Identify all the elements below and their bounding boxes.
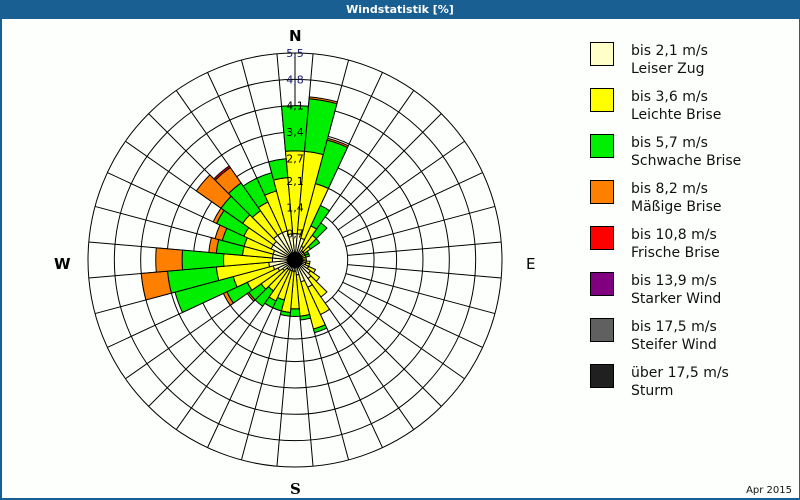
svg-text:2,1: 2,1 (286, 175, 304, 188)
frame-border-left (0, 19, 2, 500)
compass-west-label: W (54, 255, 71, 273)
legend-range: bis 5,7 m/s (631, 135, 708, 151)
legend-category: Frische Brise (631, 245, 720, 261)
legend-range: bis 2,1 m/s (631, 43, 708, 59)
svg-text:1,4: 1,4 (286, 201, 304, 214)
legend-category: Starker Wind (631, 291, 722, 307)
legend-category: Schwache Brise (631, 153, 742, 169)
legend-swatch (590, 318, 614, 342)
compass-south-label: S (290, 480, 301, 498)
date-label: Apr 2015 (746, 485, 792, 496)
legend-label: bis 3,6 m/s Leichte Brise (631, 88, 721, 124)
frame-border-bottom (0, 498, 800, 500)
legend-label: bis 2,1 m/s Leiser Zug (631, 42, 708, 78)
legend-swatch (590, 134, 614, 158)
legend-label: bis 10,8 m/s Frische Brise (631, 226, 720, 262)
legend-category: Steifer Wind (631, 337, 717, 353)
legend-swatch (590, 364, 614, 388)
legend-category: Leichte Brise (631, 107, 722, 123)
legend-range: bis 3,6 m/s (631, 89, 708, 105)
legend-swatch (590, 88, 614, 112)
legend-category: Leiser Zug (631, 61, 705, 77)
compass-north-label: N (289, 27, 302, 45)
legend-swatch (590, 42, 614, 66)
legend-range: bis 10,8 m/s (631, 227, 717, 243)
radial-tick-labels: 0,7 1,4 2,1 2,7 3,4 4,1 4,8 5,5 (286, 47, 304, 241)
legend-label: bis 17,5 m/s Steifer Wind (631, 318, 717, 354)
legend-label: bis 8,2 m/s Mäßige Brise (631, 180, 721, 216)
wind-sectors (140, 96, 349, 334)
legend-range: bis 8,2 m/s (631, 181, 708, 197)
svg-text:4,1: 4,1 (286, 100, 304, 113)
legend-label: bis 5,7 m/s Schwache Brise (631, 134, 741, 170)
window-title: Windstatistik [%] (0, 0, 800, 19)
legend-category: Sturm (631, 383, 674, 399)
legend-category: Mäßige Brise (631, 199, 722, 215)
svg-text:3,4: 3,4 (286, 126, 304, 139)
legend-swatch (590, 180, 614, 204)
compass-east-label: E (526, 255, 536, 273)
svg-text:2,7: 2,7 (286, 152, 304, 165)
svg-text:4,8: 4,8 (286, 73, 304, 86)
legend-range: über 17,5 m/s (631, 365, 729, 381)
svg-text:0,7: 0,7 (286, 228, 304, 241)
legend-swatch (590, 272, 614, 296)
legend-swatch (590, 226, 614, 250)
center-hub (287, 252, 303, 268)
legend-range: bis 17,5 m/s (631, 319, 717, 335)
legend-label: über 17,5 m/s Sturm (631, 364, 729, 400)
svg-text:5,5: 5,5 (286, 47, 304, 60)
legend-range: bis 13,9 m/s (631, 273, 717, 289)
legend-label: bis 13,9 m/s Starker Wind (631, 272, 721, 308)
